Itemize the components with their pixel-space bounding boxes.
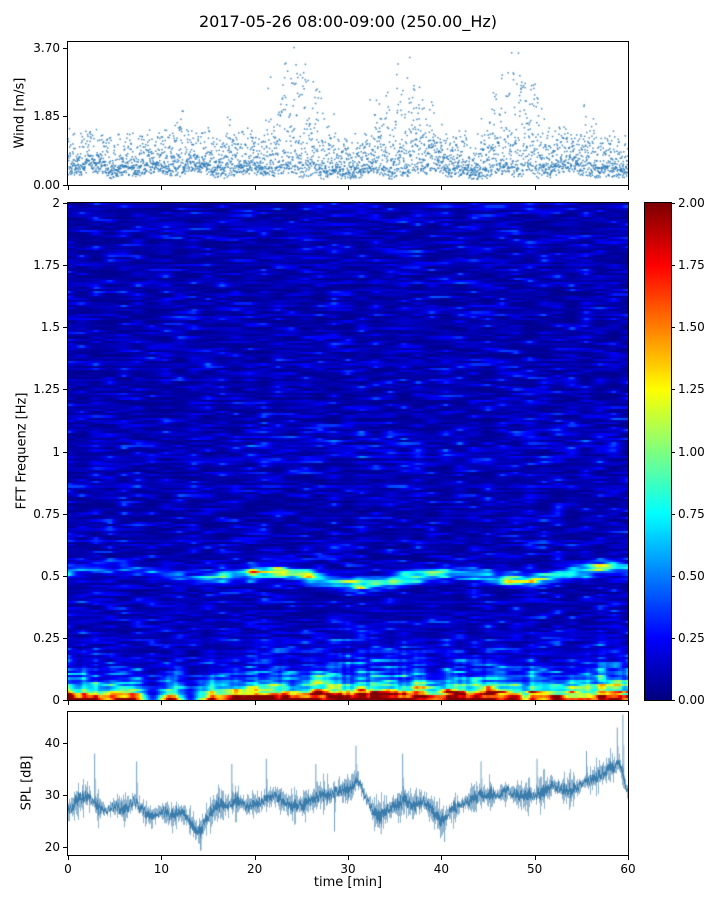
tick-label: 20 — [44, 840, 60, 855]
tick-label: 0.75 — [33, 506, 60, 521]
tick-mark — [63, 389, 68, 391]
spl-panel — [67, 711, 629, 856]
tick-mark — [671, 203, 675, 204]
colorbar — [644, 202, 672, 701]
tick-mark — [534, 856, 536, 860]
tick-label: 0.25 — [33, 630, 60, 645]
tick-mark — [63, 513, 68, 515]
tick-mark — [161, 856, 163, 860]
tick-mark — [628, 856, 629, 860]
tick-label: 2 — [52, 196, 60, 210]
tick-label: 0.00 — [678, 693, 705, 707]
tick-label: 10 — [153, 862, 169, 876]
tick-mark — [63, 47, 68, 49]
tick-label: 0.5 — [40, 568, 60, 583]
tick-mark — [63, 203, 68, 204]
tick-mark — [63, 795, 68, 797]
tick-mark — [68, 856, 69, 860]
tick-mark — [254, 856, 256, 860]
tick-mark — [628, 186, 629, 190]
tick-mark — [441, 701, 443, 705]
tick-mark — [628, 701, 629, 705]
tick-label: 1.75 — [33, 258, 60, 273]
tick-label: 30 — [340, 862, 356, 876]
colorbar-canvas — [645, 203, 671, 700]
spl-ylabel: SPL [dB] — [19, 755, 35, 811]
tick-label: 1.5 — [40, 320, 60, 335]
tick-mark — [348, 856, 349, 860]
wind-scatter-canvas — [68, 42, 628, 185]
tick-label: 3.70 — [33, 40, 60, 55]
wind-ylabel: Wind [m/s] — [12, 77, 28, 149]
tick-mark — [63, 637, 68, 639]
spectrogram-panel — [67, 202, 629, 701]
tick-label: 0.50 — [678, 568, 705, 583]
tick-mark — [63, 451, 68, 453]
tick-label: 0.00 — [33, 178, 60, 192]
tick-mark — [63, 116, 68, 118]
tick-mark — [63, 185, 68, 186]
tick-label: 0.75 — [678, 506, 705, 521]
tick-mark — [671, 513, 675, 515]
tick-label: 1.25 — [678, 382, 705, 397]
tick-mark — [671, 451, 675, 453]
figure-title: 2017-05-26 08:00-09:00 (250.00_Hz) — [198, 12, 498, 31]
tick-mark — [348, 701, 349, 705]
wind-panel — [67, 41, 629, 186]
tick-mark — [671, 389, 675, 391]
x-axis-label: time [min] — [313, 875, 383, 890]
tick-label: 60 — [620, 862, 636, 876]
tick-label: 40 — [433, 862, 449, 876]
tick-mark — [671, 700, 675, 701]
tick-mark — [671, 637, 675, 639]
tick-label: 0 — [64, 862, 72, 876]
tick-mark — [63, 847, 68, 849]
tick-mark — [63, 265, 68, 267]
spectrogram-canvas — [68, 203, 628, 700]
tick-mark — [671, 575, 675, 577]
tick-label: 0.25 — [678, 630, 705, 645]
tick-label: 40 — [44, 736, 60, 751]
tick-label: 2.00 — [678, 196, 705, 210]
tick-mark — [161, 701, 163, 705]
tick-mark — [68, 186, 69, 190]
tick-mark — [348, 186, 349, 190]
tick-label: 1.85 — [33, 109, 60, 124]
tick-label: 30 — [44, 788, 60, 803]
tick-label: 50 — [527, 862, 543, 876]
tick-mark — [534, 186, 536, 190]
tick-mark — [671, 265, 675, 267]
tick-mark — [254, 701, 256, 705]
tick-mark — [671, 327, 675, 329]
tick-label: 1.00 — [678, 444, 705, 459]
spl-line-canvas — [68, 712, 628, 855]
tick-mark — [441, 186, 443, 190]
tick-label: 0 — [52, 693, 60, 707]
tick-mark — [441, 856, 443, 860]
tick-mark — [254, 186, 256, 190]
tick-mark — [63, 743, 68, 745]
tick-mark — [161, 186, 163, 190]
tick-mark — [63, 327, 68, 329]
tick-label: 1 — [52, 444, 60, 459]
tick-mark — [68, 701, 69, 705]
tick-label: 1.50 — [678, 320, 705, 335]
tick-mark — [63, 700, 68, 701]
tick-label: 1.25 — [33, 382, 60, 397]
spectrogram-ylabel: FFT Frequenz [Hz] — [14, 392, 30, 510]
tick-label: 20 — [247, 862, 263, 876]
tick-mark — [63, 575, 68, 577]
tick-mark — [534, 701, 536, 705]
tick-label: 1.75 — [678, 258, 705, 273]
